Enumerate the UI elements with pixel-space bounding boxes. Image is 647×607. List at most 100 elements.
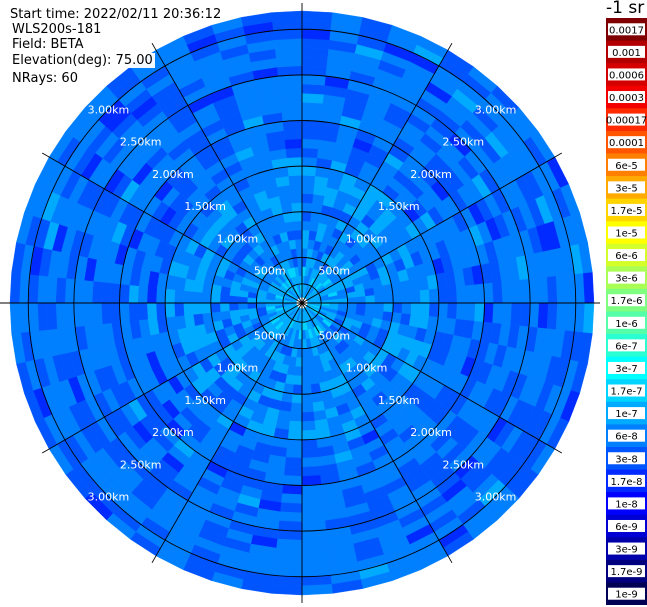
azimuth-spoke xyxy=(301,42,453,304)
ppi-cell xyxy=(9,302,21,334)
azimuth-spoke xyxy=(301,302,563,454)
colorbar-label-box xyxy=(608,429,645,442)
colorbar-label: 0.0006 xyxy=(609,70,644,81)
range-ring-label: 500m xyxy=(254,329,286,342)
colorbar-label-box xyxy=(608,271,645,284)
colorbar-label: 1.7e-6 xyxy=(610,296,642,307)
ppi-cell xyxy=(410,302,421,316)
ppi-cell xyxy=(137,285,148,304)
colorbar-label: 3e-9 xyxy=(615,545,638,556)
colorbar-label: 1e-7 xyxy=(615,409,638,420)
ppi-cell xyxy=(383,302,394,313)
ppi-cell xyxy=(301,184,315,195)
colorbar-label-box xyxy=(608,203,645,216)
ppi-cell xyxy=(301,120,322,131)
ppi-cell xyxy=(392,292,403,304)
ppi-cell xyxy=(290,402,303,413)
ppi-cell xyxy=(278,511,303,523)
ppi-cell xyxy=(55,302,67,329)
colorbar-label: 6e-5 xyxy=(615,161,638,172)
ppi-cell xyxy=(110,302,121,324)
colorbar-label-box xyxy=(608,181,645,194)
range-ring-labels: 500m 500m 500m 500m 1.00km 1.00km 1.00km 1.00km… xyxy=(88,103,517,503)
ppi-cell xyxy=(55,277,67,304)
ppi-cell xyxy=(347,297,357,304)
ppi-cell xyxy=(301,56,328,68)
ppi-cell xyxy=(287,165,303,177)
ppi-cell xyxy=(73,302,85,328)
ppi-cell xyxy=(301,92,325,104)
ppi-cell xyxy=(291,202,303,213)
ppi-cell xyxy=(37,302,49,331)
ppi-cell xyxy=(279,92,303,104)
ppi-cell xyxy=(137,302,148,321)
colorbar-label: 3e-5 xyxy=(615,183,638,194)
colorbar-label: 3e-6 xyxy=(615,274,638,285)
ppi-cell xyxy=(292,384,303,395)
colorbar-label-box xyxy=(608,452,645,465)
range-ring-label: 1.00km xyxy=(346,232,388,245)
ppi-cell xyxy=(338,298,348,304)
colorbar-label-box xyxy=(608,565,645,578)
ppi-cell xyxy=(492,302,503,325)
azimuth-spoke xyxy=(41,302,303,454)
ppi-cell xyxy=(510,302,522,327)
ppi-cell xyxy=(456,302,467,321)
colorbar-label-box xyxy=(608,497,645,510)
ppi-cell xyxy=(301,502,325,514)
ppi-cell xyxy=(220,310,231,321)
colorbar-label: 3e-8 xyxy=(615,454,638,465)
ppi-cell xyxy=(277,520,303,532)
ppi-cell xyxy=(564,274,576,304)
range-ring-label: 3.00km xyxy=(88,491,130,504)
ppi-cell xyxy=(275,547,303,559)
colorbar-label-box xyxy=(608,339,645,352)
ppi-cell xyxy=(301,111,323,122)
ppi-cell xyxy=(301,229,310,240)
azimuth-spoke xyxy=(301,152,563,304)
ppi-cell xyxy=(537,302,549,329)
ppi-cell xyxy=(301,10,333,22)
azimuth-spoke xyxy=(41,152,303,304)
ppi-cell xyxy=(301,511,326,523)
ppi-cell xyxy=(101,281,112,304)
azimuth-spoke xyxy=(301,302,453,564)
range-ring-label: 3.00km xyxy=(475,103,517,116)
range-ring-label: 2.50km xyxy=(443,136,485,149)
ppi-cell xyxy=(297,257,303,267)
azimuth-spoke xyxy=(151,302,303,564)
ppi-cell xyxy=(128,302,139,322)
ppi-cell xyxy=(301,83,326,95)
ppi-cell xyxy=(155,302,167,319)
elevation-label: Elevation(deg): 75.00 xyxy=(10,53,155,68)
colorbar-label-box xyxy=(608,68,645,81)
ppi-cell xyxy=(583,302,595,334)
colorbar-label-box xyxy=(608,113,645,126)
ppi-cell xyxy=(283,129,303,140)
ppi-cell xyxy=(301,429,317,441)
colorbar-label: 0.001 xyxy=(612,48,641,59)
ppi-cell xyxy=(428,302,440,318)
ppi-cell xyxy=(293,220,303,231)
ppi-cell xyxy=(301,175,316,186)
ppi-cell xyxy=(164,288,176,304)
ppi-cell xyxy=(301,438,318,450)
ppi-cell xyxy=(546,302,558,330)
ppi-cell xyxy=(301,402,314,413)
ppi-cell xyxy=(285,447,303,459)
colorbar-label-box xyxy=(608,136,645,149)
ppi-cell xyxy=(210,302,221,313)
ppi-cell xyxy=(174,302,185,317)
ppi-cell xyxy=(285,147,303,159)
ppi-cell xyxy=(301,484,323,495)
colorbar-label: 6e-6 xyxy=(615,251,638,262)
ppi-cell xyxy=(365,295,376,304)
ppi-cell xyxy=(274,556,303,568)
ppi-cell xyxy=(555,302,567,331)
colorbar-label: 1e-8 xyxy=(615,499,638,510)
ppi-cell xyxy=(192,291,203,304)
range-ring-label: 2.00km xyxy=(410,426,452,439)
ppi-cell xyxy=(301,366,310,377)
colorbar-label: 6e-9 xyxy=(615,522,638,533)
ppi-cell xyxy=(301,457,320,468)
